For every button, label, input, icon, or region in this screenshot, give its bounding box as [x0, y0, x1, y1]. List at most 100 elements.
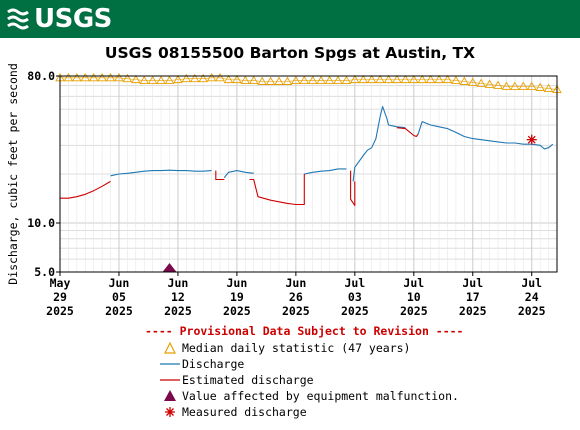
y-axis-label: Discharge, cubic feet per second	[6, 63, 20, 285]
x-tick-label: 24	[525, 290, 539, 304]
legend-label: Value affected by equipment malfunction.	[182, 389, 459, 403]
x-tick-label: 2025	[400, 304, 428, 318]
x-tick-label: Jul	[344, 276, 365, 290]
y-tick-label: 10.0	[27, 216, 55, 230]
x-tick-label: Jun	[168, 276, 189, 290]
x-tick-label: 19	[230, 290, 244, 304]
x-tick-label: Jun	[285, 276, 306, 290]
legend-label: Median daily statistic (47 years)	[182, 341, 411, 355]
median-marker	[518, 81, 529, 90]
usgs-wave-icon	[7, 8, 29, 30]
measured-discharge-marker	[526, 134, 537, 145]
provisional-note: ---- Provisional Data Subject to Revisio…	[145, 324, 464, 338]
median-marker	[181, 73, 192, 83]
x-tick-label: 26	[289, 290, 303, 304]
legend-item-discharge: Discharge	[160, 356, 244, 372]
median-marker	[434, 74, 444, 84]
red-line-icon	[160, 379, 180, 381]
discharge-line	[110, 169, 212, 177]
median-marker	[400, 74, 411, 84]
median-marker	[105, 72, 116, 82]
estimated-discharge-line	[249, 174, 305, 206]
usgs-header-bar: USGS	[0, 0, 580, 38]
x-tick-label: 17	[466, 290, 480, 304]
median-marker	[442, 74, 453, 84]
x-tick-label: 2025	[459, 304, 487, 318]
x-tick-label: 12	[171, 290, 185, 304]
discharge-line	[352, 105, 406, 182]
legend-item-estimated: Estimated discharge	[160, 372, 314, 388]
median-marker	[190, 73, 200, 83]
discharge-line	[223, 170, 254, 178]
legend-item-median: Median daily statistic (47 years)	[160, 340, 410, 356]
filled-triangle-icon	[164, 390, 176, 401]
asterisk-stroke	[527, 135, 536, 144]
legend-item-measured: Measured discharge	[160, 404, 307, 420]
x-tick-label: Jun	[109, 276, 130, 290]
median-marker	[392, 74, 402, 84]
x-tick-label: 2025	[282, 304, 310, 318]
median-marker	[375, 74, 385, 84]
estimated-discharge-line	[60, 180, 111, 199]
x-tick-label: Jul	[403, 276, 424, 290]
median-marker	[425, 74, 436, 84]
median-marker	[215, 72, 225, 82]
median-marker	[248, 75, 259, 85]
x-tick-label: May	[50, 276, 71, 290]
median-marker	[97, 72, 107, 82]
estimated-discharge-line	[396, 127, 419, 138]
median-marker	[274, 76, 284, 85]
x-tick-label: 2025	[105, 304, 133, 318]
usgs-logo-text: USGS	[34, 4, 112, 34]
median-marker	[366, 74, 377, 84]
y-tick-label: 80.0	[27, 69, 55, 83]
median-marker	[80, 72, 91, 82]
median-marker	[206, 72, 217, 82]
x-tick-label: 2025	[341, 304, 369, 318]
estimated-discharge-line	[215, 170, 225, 181]
median-marker	[299, 75, 310, 85]
x-tick-label: 2025	[518, 304, 546, 318]
x-tick-label: 2025	[164, 304, 192, 318]
x-tick-label: 29	[53, 290, 67, 304]
median-marker	[72, 72, 82, 82]
x-tick-label: 05	[112, 290, 126, 304]
usgs-logo[interactable]: USGS	[6, 4, 112, 34]
median-marker	[510, 81, 520, 90]
median-marker	[147, 75, 158, 85]
median-marker	[350, 74, 360, 84]
discharge-line	[417, 121, 554, 150]
x-tick-label: Jun	[227, 276, 248, 290]
x-tick-label: Jul	[462, 276, 483, 290]
plot-frame	[59, 75, 558, 273]
chart-title: USGS 08155500 Barton Spgs at Austin, TX	[104, 44, 476, 62]
open-triangle-icon	[164, 341, 176, 354]
asterisk-icon	[165, 407, 175, 417]
legend-item-malfunction: Value affected by equipment malfunction.	[160, 388, 459, 404]
legend-label: Measured discharge	[182, 405, 307, 419]
median-marker	[409, 74, 419, 84]
median-marker	[358, 74, 369, 84]
discharge-line	[304, 168, 347, 175]
x-tick-label: 10	[407, 290, 421, 304]
malfunction-marker	[162, 263, 177, 272]
x-tick-label: Jul	[521, 276, 542, 290]
median-marker	[417, 74, 427, 84]
estimated-discharge-line	[350, 170, 356, 207]
x-tick-label: 2025	[46, 304, 74, 318]
median-marker	[316, 75, 326, 85]
median-marker	[232, 74, 242, 84]
median-marker	[383, 74, 394, 84]
median-marker	[333, 75, 343, 85]
median-marker	[156, 75, 166, 85]
median-marker	[324, 75, 335, 85]
median-marker	[114, 72, 124, 82]
y-tick-label: 5.0	[34, 265, 55, 279]
median-marker	[307, 75, 318, 85]
median-line	[60, 77, 558, 90]
median-marker	[88, 72, 99, 82]
legend-label: Estimated discharge	[182, 373, 314, 387]
median-marker	[526, 81, 537, 90]
x-tick-label: 03	[348, 290, 362, 304]
